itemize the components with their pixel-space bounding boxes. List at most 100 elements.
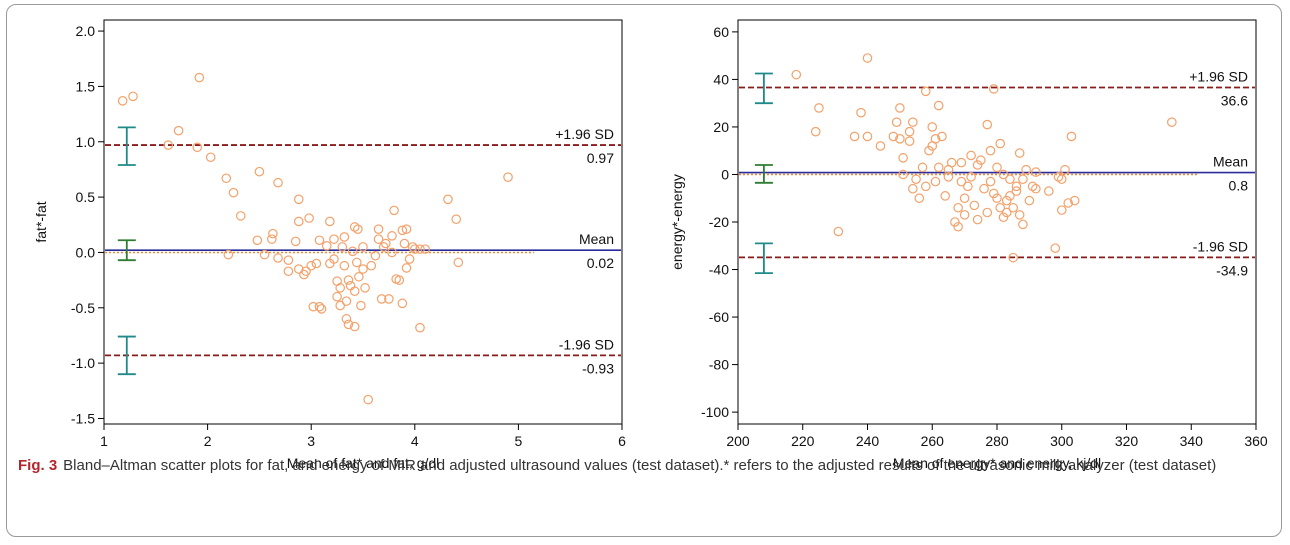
- data-point: [329, 234, 339, 244]
- data-point: [953, 221, 963, 232]
- y-tick-label: 60: [713, 24, 729, 40]
- x-tick-label: 260: [921, 433, 945, 449]
- data-point: [267, 234, 277, 244]
- data-point: [917, 162, 928, 173]
- data-point: [982, 207, 993, 218]
- data-point: [862, 131, 873, 142]
- y-tick-label: -1.5: [71, 410, 95, 426]
- data-point: [904, 136, 915, 146]
- data-point: [1011, 181, 1022, 192]
- data-point: [1069, 195, 1080, 206]
- data-point: [898, 153, 908, 163]
- data-point: [1060, 164, 1070, 175]
- data-point: [252, 235, 263, 246]
- y-tick-label: 0: [721, 166, 729, 182]
- data-point: [998, 169, 1009, 180]
- data-point: [895, 103, 905, 113]
- data-point: [329, 254, 339, 264]
- data-point: [930, 176, 941, 187]
- data-point: [1008, 252, 1018, 263]
- data-point: [1063, 198, 1074, 208]
- y-tick-label: 1.5: [76, 78, 96, 94]
- data-point: [358, 242, 368, 252]
- y-tick-label: 0.5: [76, 189, 96, 205]
- mean-value-label: 0.02: [587, 255, 614, 271]
- data-point: [966, 150, 976, 161]
- data-point: [380, 238, 391, 249]
- data-point: [387, 231, 397, 241]
- lower-loa-value-label: -0.93: [582, 360, 614, 376]
- x-tick-label: 5: [515, 433, 523, 449]
- data-point: [306, 260, 316, 271]
- data-point: [1014, 210, 1025, 220]
- data-point: [969, 200, 980, 211]
- y-tick-label: -60: [709, 309, 729, 325]
- data-point: [283, 266, 294, 277]
- caption-text: Bland–Altman scatter plots for fat, and …: [63, 457, 1217, 474]
- data-point: [401, 224, 412, 234]
- y-axis-label: fat*-fat: [33, 201, 49, 242]
- data-point: [389, 205, 399, 216]
- data-point: [914, 193, 925, 204]
- data-point: [397, 298, 408, 309]
- data-point: [273, 253, 283, 263]
- data-point: [791, 69, 802, 80]
- data-point: [366, 260, 377, 271]
- data-point: [321, 240, 332, 251]
- data-point: [953, 202, 963, 213]
- data-point: [904, 126, 915, 137]
- data-point: [1018, 219, 1028, 230]
- data-point: [992, 162, 1002, 173]
- data-point: [976, 155, 986, 166]
- data-point: [814, 103, 824, 113]
- data-point: [354, 271, 364, 282]
- y-tick-label: 2.0: [76, 23, 96, 39]
- data-point: [314, 235, 325, 246]
- data-point: [1031, 167, 1041, 177]
- data-point: [349, 286, 360, 296]
- x-tick-label: 220: [791, 433, 815, 449]
- data-point: [956, 176, 967, 187]
- data-point: [933, 100, 944, 111]
- data-point: [337, 242, 348, 252]
- data-point: [349, 321, 360, 332]
- mean-name-label: Mean: [579, 231, 614, 247]
- mean-name-label: Mean: [1213, 154, 1248, 170]
- data-point: [972, 214, 983, 225]
- data-point: [1011, 186, 1022, 196]
- data-point: [335, 283, 346, 293]
- data-point: [1167, 117, 1177, 127]
- x-tick-label: 3: [307, 433, 315, 449]
- data-point: [979, 183, 989, 194]
- data-point: [420, 244, 430, 254]
- mean-value-label: 0.8: [1229, 178, 1249, 194]
- data-point: [370, 250, 381, 261]
- data-point: [956, 157, 967, 168]
- x-tick-label: 2: [204, 433, 212, 449]
- x-tick-label: 6: [618, 433, 626, 449]
- y-tick-label: -40: [709, 262, 729, 278]
- data-point: [397, 225, 408, 236]
- data-point: [946, 157, 957, 168]
- x-tick-label: 1: [100, 433, 108, 449]
- data-point: [1005, 174, 1015, 185]
- data-point: [995, 138, 1006, 149]
- data-point: [273, 177, 283, 188]
- data-point: [360, 283, 370, 293]
- data-point: [311, 258, 322, 269]
- x-tick-label: 320: [1115, 433, 1139, 449]
- data-point: [293, 216, 304, 227]
- data-point: [1031, 183, 1041, 194]
- data-point: [335, 300, 346, 311]
- data-point: [192, 142, 203, 153]
- data-point: [341, 314, 352, 324]
- data-point: [988, 84, 999, 94]
- data-point: [895, 134, 905, 144]
- y-tick-label: -1.0: [71, 355, 95, 371]
- data-point: [998, 212, 1009, 223]
- data-point: [933, 162, 944, 173]
- data-point: [849, 131, 860, 142]
- y-tick-label: 40: [713, 71, 729, 87]
- data-point: [401, 263, 412, 273]
